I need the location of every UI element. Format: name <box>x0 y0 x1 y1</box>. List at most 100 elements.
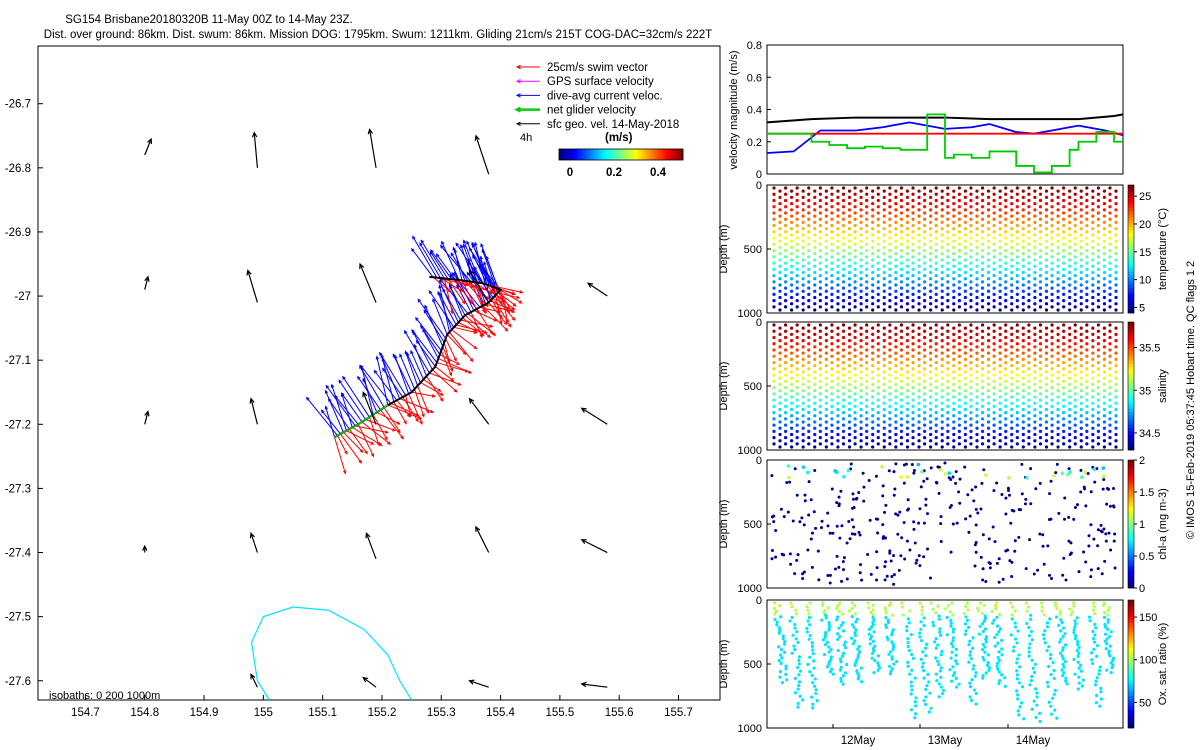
profile-sample <box>841 423 846 427</box>
profile-sample <box>859 339 863 343</box>
profile-sample <box>1044 214 1049 218</box>
profile-y-tick-label: 500 <box>744 381 762 393</box>
profile-sample <box>992 280 996 284</box>
profile-sample <box>836 227 840 231</box>
profile-sample <box>1050 230 1054 234</box>
swim-vector-head <box>384 430 389 434</box>
profile-sample <box>981 578 985 582</box>
profile-sample <box>1021 295 1025 300</box>
profile-sample <box>1072 517 1076 521</box>
profile-colorbar-segment <box>1128 347 1134 352</box>
profile-sample <box>992 211 996 215</box>
profile-sample <box>1027 429 1031 433</box>
profile-sample <box>841 360 846 365</box>
profile-sample <box>847 252 852 256</box>
profile-sample <box>1102 270 1107 275</box>
profile-sample <box>968 514 972 518</box>
profile-sample <box>1010 407 1014 412</box>
profile-sample <box>992 373 996 377</box>
profile-sample <box>823 643 828 647</box>
profile-sample <box>865 248 869 253</box>
profile-sample <box>1007 488 1011 492</box>
profile-sample <box>1044 239 1049 243</box>
current-vector-head <box>375 355 380 360</box>
profile-colorbar-segment <box>1128 686 1134 690</box>
profile-sample <box>1108 186 1112 190</box>
profile-sample <box>1114 302 1118 306</box>
profile-sample <box>1027 410 1031 415</box>
profile-sample <box>1044 220 1049 225</box>
profile-sample <box>1038 379 1043 383</box>
profile-sample <box>894 208 898 212</box>
profile-sample <box>923 367 927 371</box>
profile-sample <box>1096 354 1101 358</box>
profile-sample <box>1062 211 1066 215</box>
profile-sample <box>952 407 956 412</box>
profile-sample <box>940 439 944 443</box>
profile-sample <box>1062 626 1066 630</box>
profile-sample <box>783 186 788 190</box>
profile-sample <box>1073 329 1077 333</box>
profile-sample <box>921 669 926 673</box>
profile-sample <box>836 376 840 380</box>
profile-sample <box>1050 329 1054 333</box>
profile-colorbar-tick-label: 150 <box>1139 612 1157 624</box>
current-vector-head <box>415 339 420 344</box>
profile-sample <box>824 195 828 199</box>
profile-sample <box>969 205 973 209</box>
profile-sample <box>1096 286 1101 290</box>
profile-sample <box>853 604 857 608</box>
geo-vector-head <box>474 134 480 141</box>
profile-sample <box>807 248 811 253</box>
profile-sample <box>938 630 942 634</box>
profile-sample <box>963 426 967 430</box>
profile-sample <box>814 526 818 530</box>
profile-sample <box>1062 373 1066 377</box>
current-vector <box>432 299 448 335</box>
profile-sample <box>820 519 824 523</box>
current-vector-head <box>325 384 330 389</box>
profile-colorbar-segment <box>1128 229 1134 234</box>
profile-sample <box>1004 198 1008 203</box>
profile-sample <box>847 258 852 262</box>
profile-sample <box>963 632 967 636</box>
profile-sample <box>871 202 875 206</box>
profile-sample <box>972 688 977 692</box>
profile-sample <box>1062 335 1066 340</box>
profile-sample <box>841 674 845 678</box>
profile-sample <box>911 404 915 408</box>
profile-sample <box>1114 239 1118 243</box>
profile-sample <box>1033 227 1037 231</box>
profile-sample <box>940 357 944 362</box>
profile-sample <box>824 220 828 225</box>
profile-sample <box>1035 691 1039 695</box>
profile-sample <box>1091 629 1095 634</box>
profile-sample <box>1016 697 1020 701</box>
profile-sample <box>963 189 967 193</box>
profile-sample <box>969 230 973 234</box>
profile-sample <box>801 214 805 218</box>
profile-sample <box>835 470 839 475</box>
profile-sample <box>830 267 834 271</box>
profile-sample <box>992 292 996 296</box>
current-vector <box>334 395 359 425</box>
profile-sample <box>1108 360 1112 365</box>
profile-sample <box>929 339 933 343</box>
profile-sample <box>946 248 950 253</box>
profile-sample <box>894 389 898 393</box>
current-vector-head <box>456 284 460 289</box>
geo-vector-head <box>468 269 475 276</box>
profile-sample <box>778 270 782 275</box>
swim-vector-head <box>503 321 508 326</box>
profile-colorbar-segment <box>1128 530 1134 534</box>
profile-sample <box>1010 245 1014 250</box>
profile-sample <box>1091 389 1095 393</box>
profile-sample <box>984 580 988 584</box>
profile-sample <box>940 420 944 424</box>
profile-sample <box>849 462 853 466</box>
profile-sample <box>1073 348 1077 352</box>
profile-sample <box>778 283 782 287</box>
profile-sample <box>963 233 967 237</box>
